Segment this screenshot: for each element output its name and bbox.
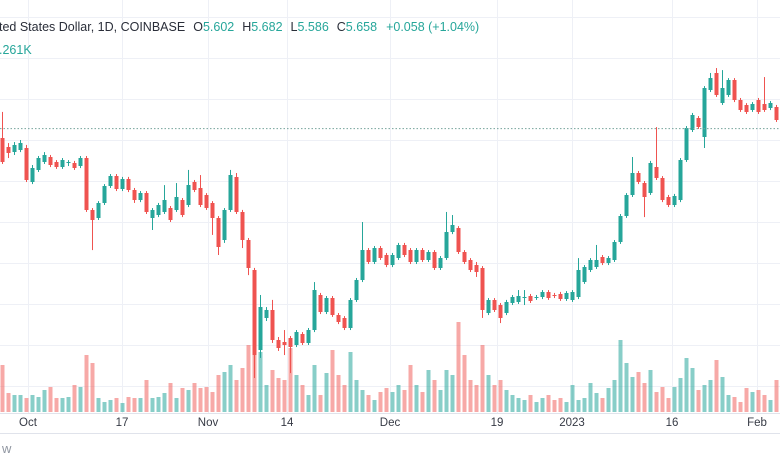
- time-axis-label: Oct: [19, 417, 37, 429]
- low-value: 5.586: [297, 20, 329, 34]
- high-label: H: [242, 20, 252, 34]
- volume-row: .261K: [0, 42, 479, 57]
- time-axis-label: 14: [280, 417, 294, 429]
- open-value: 5.602: [202, 20, 235, 34]
- time-axis[interactable]: Oct 17 Nov 14 Dec 19 2023 16 Feb: [0, 415, 780, 433]
- close-label: C: [336, 20, 346, 34]
- time-axis-label: Nov: [197, 417, 219, 429]
- change-value: +0.058 (+1.04%): [386, 20, 480, 34]
- time-axis-label: 19: [490, 417, 504, 429]
- time-axis-label: 16: [665, 417, 679, 429]
- volume-value: .261K: [0, 42, 32, 57]
- high-value: 5.682: [251, 20, 283, 34]
- low-label: L: [290, 20, 298, 34]
- symbol-info-bar[interactable]: ted States Dollar, 1D, COINBASE O5.602 H5.…: [0, 21, 479, 56]
- symbol-description: ted States Dollar, 1D, COINBASE: [0, 20, 186, 34]
- time-axis-label: Feb: [747, 417, 767, 429]
- time-axis-label: 17: [115, 417, 129, 429]
- close-value: 5.658: [345, 20, 378, 34]
- ohlc-row: ted States Dollar, 1D, COINBASE O5.602 H5.…: [0, 21, 479, 34]
- open-label: O: [193, 20, 203, 34]
- time-axis-label: 2023: [559, 417, 585, 429]
- time-axis-label: Dec: [379, 417, 401, 429]
- watermark-fragment: w: [2, 441, 12, 456]
